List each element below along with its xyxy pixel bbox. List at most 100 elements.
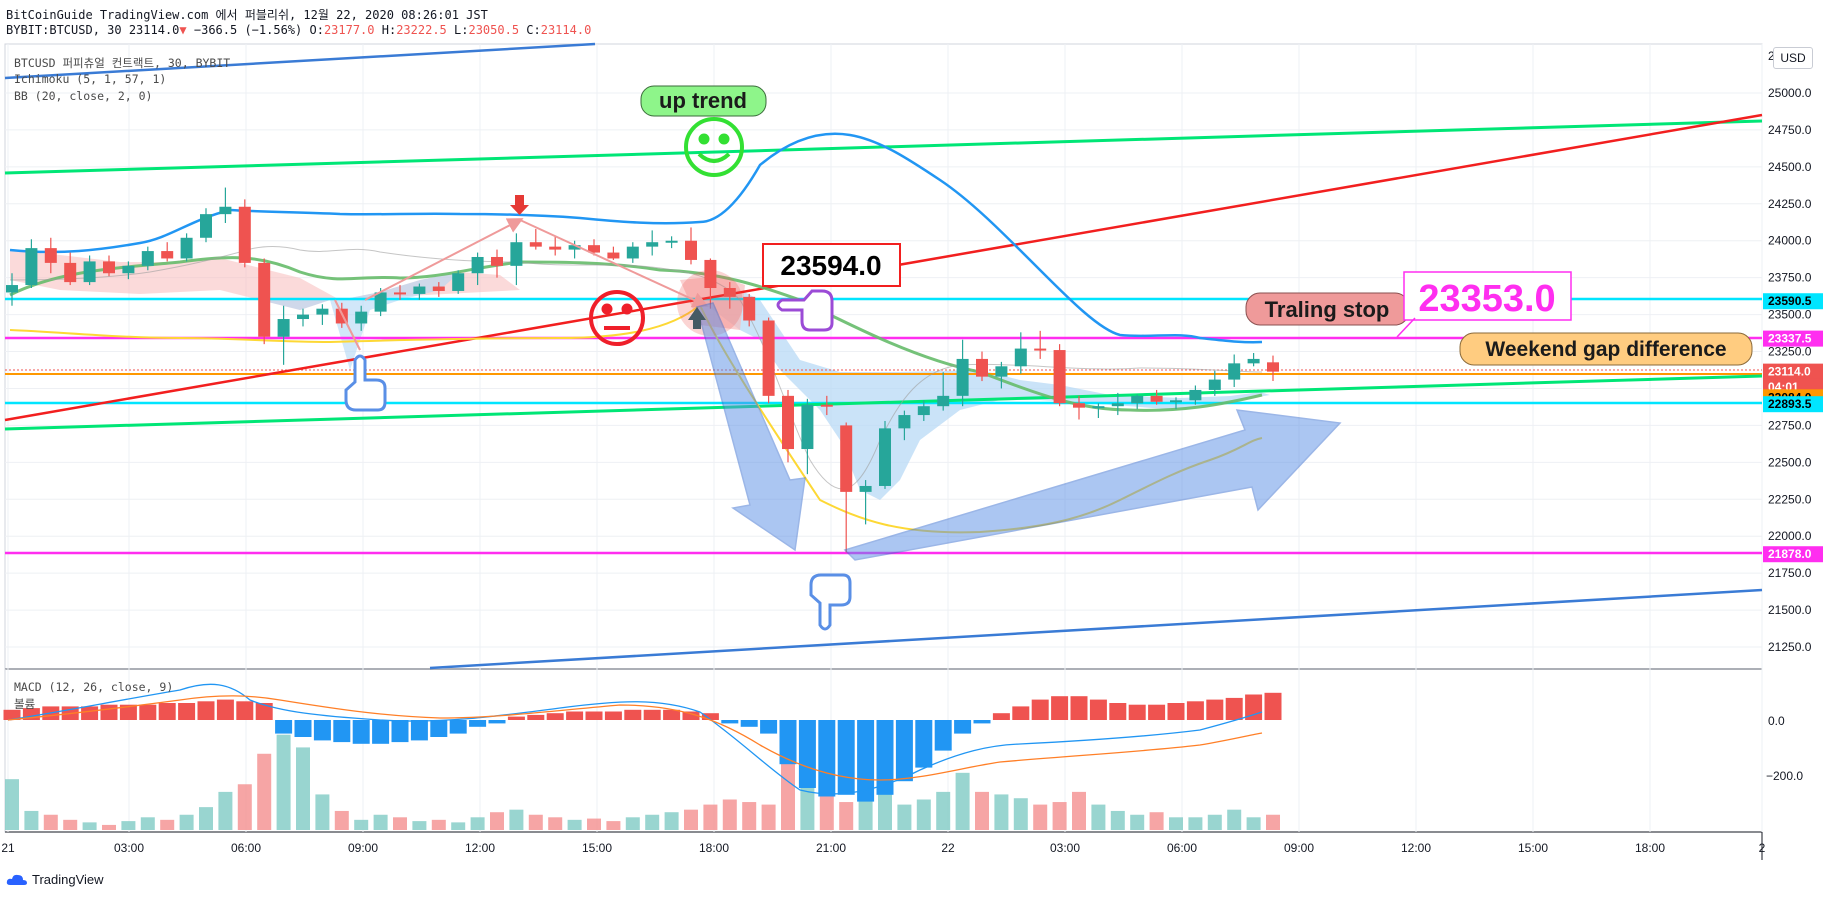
macd-histogram-bar bbox=[566, 711, 584, 720]
macd-histogram-bar bbox=[430, 720, 448, 737]
macd-histogram-bar bbox=[158, 703, 176, 720]
macd-histogram-bar bbox=[178, 703, 196, 720]
candle-body bbox=[685, 240, 697, 260]
volume-bar bbox=[1091, 804, 1106, 830]
time-axis-tick: 15:00 bbox=[1518, 841, 1548, 855]
time-axis-tick: 22 bbox=[941, 841, 955, 855]
volume-bar bbox=[179, 814, 194, 830]
candle-body bbox=[879, 428, 891, 486]
macd-histogram-bar bbox=[469, 720, 487, 727]
macd-histogram-bar bbox=[876, 720, 894, 795]
pink-projection-arrows bbox=[334, 218, 709, 351]
high-value: 23222.5 bbox=[396, 23, 447, 37]
publish-line: BitCoinGuide TradingView.com 에서 퍼블리쉬, 12… bbox=[6, 8, 488, 22]
macd-histogram-bar bbox=[818, 720, 836, 797]
candle-body bbox=[956, 358, 969, 396]
candle-body bbox=[568, 245, 581, 250]
weekend-gap-callout: Weekend gap difference bbox=[1459, 332, 1753, 366]
time-axis-tick: 09:00 bbox=[348, 841, 378, 855]
volume-bar bbox=[334, 810, 349, 830]
volume-legend[interactable]: 볼륨 bbox=[14, 697, 36, 711]
trailing-value-callout: 23353.0 bbox=[1396, 271, 1572, 338]
pointing-hand-up-icon bbox=[344, 354, 387, 412]
volume-bar bbox=[1207, 814, 1222, 830]
time-axis-tick: 2 bbox=[1759, 841, 1766, 855]
price-axis: 2525000.024750.024500.024250.024000.0237… bbox=[1763, 49, 1823, 654]
price-axis-tick: 24750.0 bbox=[1768, 123, 1812, 137]
macd-histogram-bar bbox=[1264, 692, 1282, 720]
ichimoku-legend[interactable]: Ichimoku (5, 1, 57, 1) bbox=[14, 72, 167, 86]
volume-bar bbox=[121, 821, 136, 830]
volume-bar bbox=[490, 812, 504, 830]
macd-histogram-bar bbox=[236, 701, 254, 720]
candle-body bbox=[1073, 403, 1085, 408]
candle-body bbox=[277, 319, 290, 337]
macd-histogram-bar bbox=[139, 704, 157, 720]
volume-bar bbox=[587, 818, 601, 830]
price-axis-tick: 24000.0 bbox=[1768, 234, 1812, 248]
macd-legend[interactable]: MACD (12, 26, close, 9) bbox=[14, 680, 174, 694]
open-label: O: bbox=[309, 23, 324, 37]
low-value: 23050.5 bbox=[468, 23, 520, 37]
cloud-logo-icon bbox=[6, 874, 28, 885]
volume-bar bbox=[237, 784, 252, 830]
volume-bar bbox=[1149, 812, 1164, 830]
time-axis-tick: 12:00 bbox=[465, 841, 495, 855]
price-box-text: 23594.0 bbox=[780, 250, 881, 281]
candle-body bbox=[1111, 403, 1124, 407]
macd-histogram-bar bbox=[973, 720, 991, 724]
candle-body bbox=[704, 259, 717, 289]
volume-bar bbox=[1169, 817, 1183, 830]
down-marker-icon bbox=[510, 195, 529, 215]
candle-body bbox=[374, 292, 387, 312]
price-axis-tick: 23500.0 bbox=[1768, 308, 1812, 322]
up-arrow-shape bbox=[843, 409, 1342, 561]
symbol-label[interactable]: BYBIT:BTCUSD, 30 bbox=[6, 23, 122, 37]
candle-body bbox=[723, 288, 736, 297]
tradingview-footer[interactable]: TradingView bbox=[6, 872, 104, 887]
candle-body bbox=[316, 308, 329, 315]
macd-histogram-bar bbox=[740, 720, 758, 727]
candle-body bbox=[83, 261, 96, 283]
candlesticks bbox=[6, 187, 1279, 553]
bb-legend[interactable]: BB (20, close, 2, 0) bbox=[14, 89, 153, 103]
price-axis-tick: 21500.0 bbox=[1768, 603, 1812, 617]
candle-body bbox=[122, 265, 135, 274]
price-tag-text: 23114.0 bbox=[1768, 365, 1811, 379]
macd-histogram-bar bbox=[779, 720, 797, 765]
volume-bar bbox=[5, 779, 19, 830]
volume-bar bbox=[509, 809, 524, 830]
volume-bar bbox=[412, 821, 427, 830]
trailing-value-text: 23353.0 bbox=[1418, 278, 1555, 320]
close-label: C: bbox=[526, 23, 541, 37]
volume-bar bbox=[63, 819, 78, 830]
candle-body bbox=[355, 311, 368, 324]
open-value: 23177.0 bbox=[323, 23, 375, 37]
footer-brand: TradingView bbox=[32, 872, 104, 887]
time-axis-tick: 03:00 bbox=[114, 841, 144, 855]
currency-button[interactable]: USD bbox=[1773, 47, 1813, 69]
candle-body bbox=[976, 358, 988, 377]
volume-bar bbox=[199, 807, 213, 830]
time-axis-tick: 18:00 bbox=[699, 841, 729, 855]
weekend-gap-text: Weekend gap difference bbox=[1485, 338, 1726, 361]
macd-histogram-bar bbox=[992, 713, 1010, 720]
candle-body bbox=[743, 296, 756, 321]
price-axis-tick: 22250.0 bbox=[1768, 492, 1812, 506]
candle-body bbox=[141, 251, 154, 266]
candle-body bbox=[258, 262, 271, 337]
volume-bar bbox=[955, 772, 970, 830]
candle-body bbox=[180, 237, 193, 259]
volume-bar bbox=[102, 824, 116, 830]
volume-bar bbox=[839, 802, 854, 830]
price-tag bbox=[1763, 363, 1823, 380]
volume-bar bbox=[761, 804, 776, 830]
macd-histogram-bar bbox=[352, 720, 370, 744]
candle-body bbox=[820, 404, 833, 407]
volume-bar bbox=[878, 791, 892, 830]
volume-bar bbox=[160, 819, 175, 830]
macd-histogram-bar bbox=[721, 720, 739, 724]
neutral-face-icon bbox=[589, 290, 645, 346]
macd-axis-tick: 0.0 bbox=[1768, 714, 1785, 728]
price-chart[interactable]: up trend 23594.0 Traling stop 23353.0 We… bbox=[0, 40, 1828, 870]
